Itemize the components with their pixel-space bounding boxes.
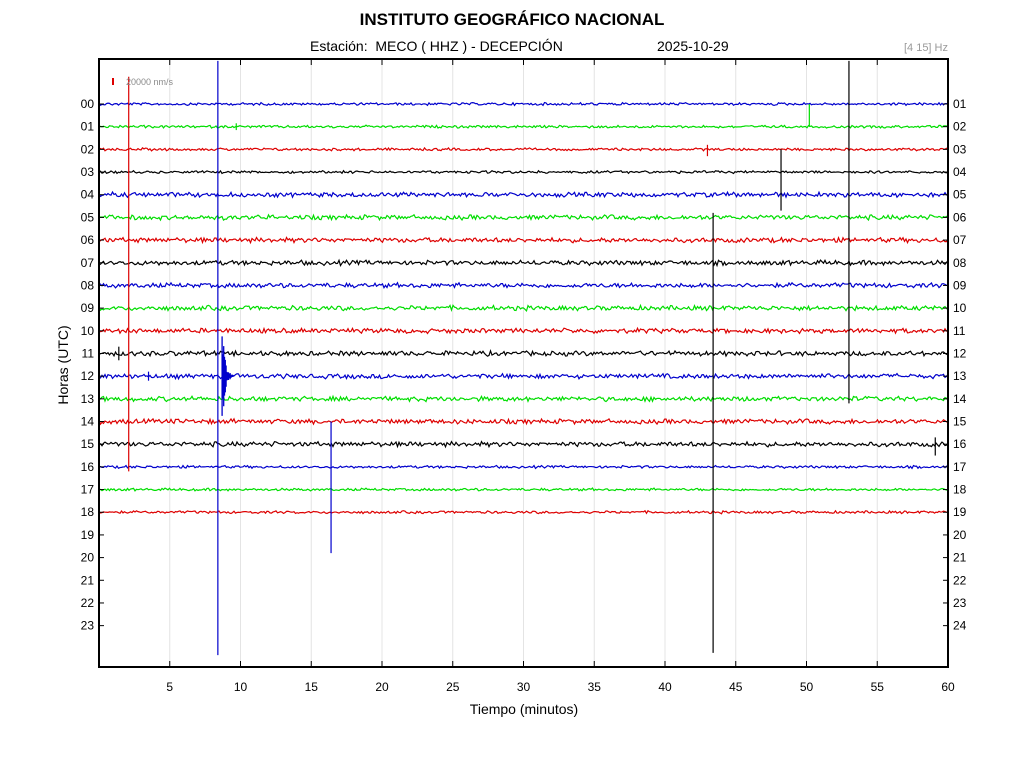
hour-label-right-01: 01: [953, 97, 967, 111]
trace-hour-03: [98, 169, 949, 175]
axis-labels: 5 10 15 20 25 30 35 40 45 50 55 60 00 01 02 03 04 05 06 07 0…: [81, 97, 967, 694]
local-quake-burst: [221, 336, 234, 416]
hour-label-left-18: 18: [81, 505, 95, 519]
trace-hour-09: [98, 303, 949, 313]
trace-hour-07: [98, 258, 949, 268]
chart-title: INSTITUTO GEOGRÁFICO NACIONAL: [359, 10, 665, 29]
x-tick-label-30: 30: [517, 680, 531, 694]
hour-label-left-16: 16: [81, 460, 95, 474]
hour-label-right-19: 19: [953, 505, 967, 519]
seismic-events: [118, 60, 936, 656]
x-tick-label-15: 15: [305, 680, 319, 694]
station-subtitle: Estación: MECO ( HHZ ) - DECEPCIÓN: [310, 38, 563, 54]
hour-label-left-21: 21: [81, 573, 95, 587]
trace-hour-04: [98, 190, 949, 199]
x-tick-label-45: 45: [729, 680, 743, 694]
hour-label-right-09: 09: [953, 278, 967, 292]
hour-label-right-21: 21: [953, 551, 967, 565]
trace-hour-00: [98, 101, 949, 107]
hour-label-left-22: 22: [81, 596, 95, 610]
hour-label-right-03: 03: [953, 142, 967, 156]
hour-label-left-03: 03: [81, 165, 95, 179]
trace-hour-13: [98, 394, 949, 403]
trace-hour-15: [98, 440, 949, 449]
hour-label-right-23: 23: [953, 596, 967, 610]
hour-label-left-14: 14: [81, 415, 95, 429]
hour-label-left-12: 12: [81, 369, 95, 383]
x-tick-label-55: 55: [871, 680, 885, 694]
hour-label-left-05: 05: [81, 210, 95, 224]
x-axis-label: Tiempo (minutos): [469, 701, 579, 717]
hour-label-left-02: 02: [81, 142, 95, 156]
hour-label-right-22: 22: [953, 573, 967, 587]
hour-label-right-05: 05: [953, 188, 967, 202]
hour-label-left-04: 04: [81, 188, 95, 202]
trace-hour-14: [98, 417, 949, 426]
hour-label-right-24: 24: [953, 619, 967, 633]
trace-hour-06: [98, 236, 949, 245]
hour-label-right-08: 08: [953, 256, 967, 270]
hour-label-right-18: 18: [953, 483, 967, 497]
hour-label-right-07: 07: [953, 233, 967, 247]
hour-label-left-23: 23: [81, 619, 95, 633]
plot-frame: [98, 58, 949, 668]
hour-label-left-07: 07: [81, 256, 95, 270]
hour-label-right-06: 06: [953, 210, 967, 224]
hour-label-right-17: 17: [953, 460, 967, 474]
trace-hour-11: [98, 349, 949, 358]
trace-hour-18: [98, 509, 949, 515]
hour-label-left-19: 19: [81, 528, 95, 542]
hour-label-right-02: 02: [953, 120, 967, 134]
hour-label-left-11: 11: [82, 346, 95, 360]
grid-lines: [169, 59, 878, 667]
hour-label-right-11: 11: [953, 324, 966, 338]
hour-label-left-09: 09: [81, 301, 95, 315]
trace-hour-02: [98, 146, 949, 152]
x-tick-label-25: 25: [446, 680, 460, 694]
hour-label-left-00: 00: [81, 97, 95, 111]
hour-label-right-12: 12: [953, 346, 967, 360]
hour-label-left-08: 08: [81, 278, 95, 292]
x-tick-label-5: 5: [166, 680, 173, 694]
hour-label-left-20: 20: [81, 551, 95, 565]
trace-hour-08: [98, 281, 949, 290]
filter-band-label: [4 15] Hz: [903, 42, 948, 54]
seismic-traces: [98, 101, 949, 515]
trace-hour-17: [98, 487, 949, 492]
hour-label-left-15: 15: [81, 437, 95, 451]
trace-hour-05: [98, 213, 949, 222]
hour-label-right-13: 13: [953, 369, 967, 383]
hour-label-left-06: 06: [81, 233, 95, 247]
hour-label-right-04: 04: [953, 165, 967, 179]
hour-label-right-14: 14: [953, 392, 967, 406]
trace-hour-01: [98, 124, 949, 129]
hour-label-left-01: 01: [81, 120, 95, 134]
x-tick-label-35: 35: [588, 680, 602, 694]
x-tick-label-10: 10: [234, 680, 248, 694]
amplitude-scale: 20000 nm/s: [112, 77, 174, 87]
trace-hour-12: [98, 372, 949, 381]
hour-label-right-10: 10: [953, 301, 967, 315]
x-tick-label-40: 40: [658, 680, 672, 694]
hour-label-left-17: 17: [81, 483, 95, 497]
hour-label-right-15: 15: [953, 415, 967, 429]
scale-label: 20000 nm/s: [126, 77, 174, 87]
hour-label-right-16: 16: [953, 437, 967, 451]
x-tick-label-50: 50: [800, 680, 814, 694]
trace-hour-10: [98, 326, 949, 335]
x-tick-label-20: 20: [375, 680, 389, 694]
hour-label-left-13: 13: [81, 392, 95, 406]
trace-hour-16: [98, 464, 949, 470]
x-tick-label-60: 60: [941, 680, 955, 694]
record-date: 2025-10-29: [657, 38, 729, 54]
hour-label-left-10: 10: [81, 324, 95, 338]
hour-label-right-20: 20: [953, 528, 967, 542]
